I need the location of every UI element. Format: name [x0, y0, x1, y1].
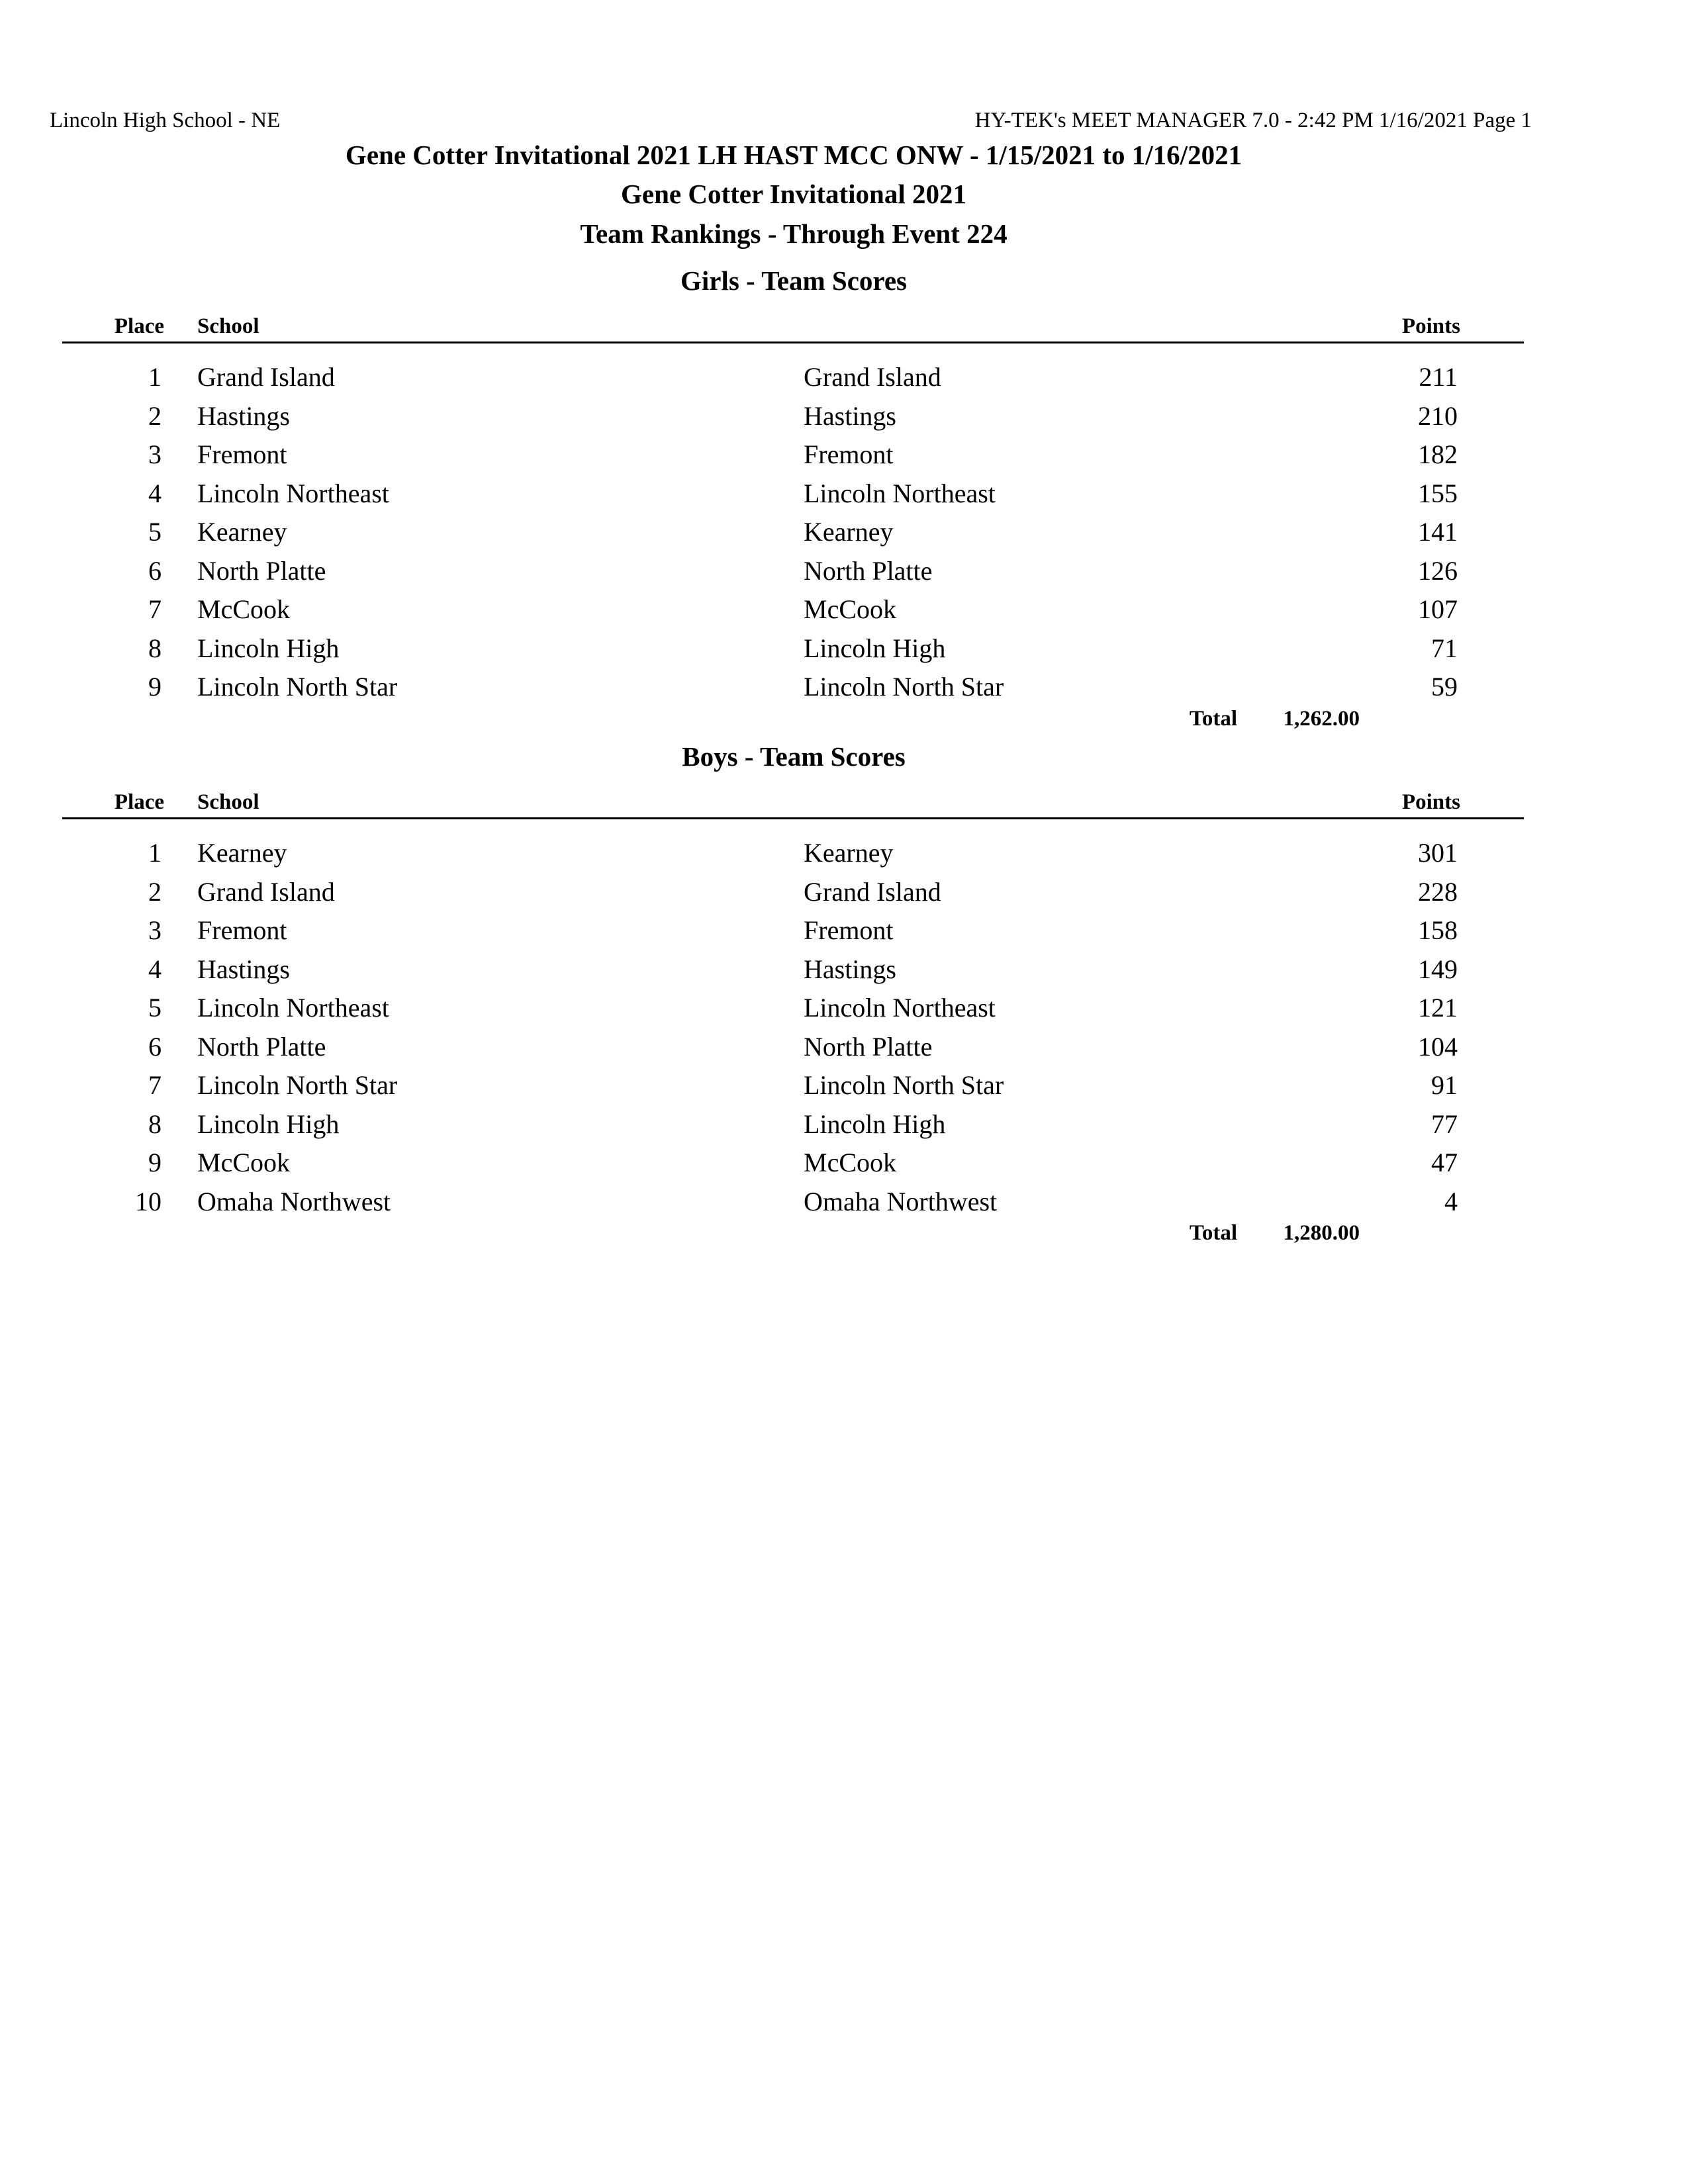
header-rule	[62, 817, 1524, 819]
row-place: 5	[148, 517, 162, 547]
row-place: 6	[148, 1031, 162, 1062]
row-team: Lincoln North Star	[804, 1070, 1004, 1100]
row-place: 3	[148, 915, 162, 945]
section-heading: Girls - Team Scores	[680, 265, 908, 296]
column-header-points: Points	[1401, 314, 1460, 338]
row-school: Lincoln High	[197, 1109, 340, 1139]
row-points: 158	[1418, 915, 1458, 945]
column-header-place: Place	[114, 790, 164, 814]
row-team: Hastings	[804, 400, 896, 431]
row-school: Lincoln Northeast	[197, 478, 389, 508]
row-team: Kearney	[804, 517, 894, 547]
total-label: Total	[1189, 706, 1237, 731]
row-place: 7	[148, 594, 162, 624]
row-school: Omaha Northwest	[197, 1186, 391, 1216]
column-header-school: School	[197, 790, 259, 814]
column-header-place: Place	[114, 314, 164, 338]
row-team: North Platte	[804, 555, 933, 586]
row-points: 149	[1418, 954, 1458, 984]
row-place: 4	[148, 478, 162, 508]
row-points: 47	[1431, 1148, 1458, 1177]
row-school: North Platte	[197, 1031, 326, 1062]
row-points: 59	[1431, 672, 1458, 702]
row-team: Lincoln North Star	[804, 672, 1004, 702]
row-school: North Platte	[197, 555, 326, 586]
row-points: 104	[1418, 1031, 1458, 1062]
row-school: Hastings	[197, 954, 290, 984]
row-points: 121	[1418, 993, 1458, 1023]
row-points: 228	[1418, 876, 1458, 907]
row-school: Grand Island	[197, 876, 335, 907]
row-points: 210	[1418, 400, 1458, 431]
row-team: Grand Island	[804, 362, 941, 392]
row-points: 211	[1419, 362, 1458, 392]
row-points: 71	[1431, 633, 1458, 663]
row-place: 9	[148, 1148, 162, 1177]
row-place: 8	[148, 1109, 162, 1139]
row-school: Fremont	[197, 439, 287, 469]
row-place: 2	[148, 400, 162, 431]
row-points: 182	[1418, 439, 1458, 469]
row-place: 1	[148, 838, 162, 868]
row-team: McCook	[804, 594, 896, 624]
row-place: 3	[148, 439, 162, 469]
row-points: 77	[1431, 1109, 1458, 1139]
header-left: Lincoln High School - NE	[50, 109, 281, 132]
row-place: 5	[148, 993, 162, 1023]
row-place: 9	[148, 672, 162, 702]
total-label: Total	[1189, 1221, 1237, 1245]
total-value: 1,262.00	[1283, 706, 1360, 731]
meet-title: Gene Cotter Invitational 2021 LH HAST MC…	[345, 140, 1243, 170]
row-school: McCook	[197, 594, 290, 624]
row-place: 1	[148, 362, 162, 392]
row-place: 6	[148, 555, 162, 586]
row-school: Lincoln Northeast	[197, 993, 389, 1023]
header-rule	[62, 341, 1524, 343]
row-school: Lincoln North Star	[197, 672, 398, 702]
row-school: Hastings	[197, 400, 290, 431]
row-place: 8	[148, 633, 162, 663]
row-team: Kearney	[804, 838, 894, 868]
row-place: 10	[135, 1186, 162, 1216]
row-school: Grand Island	[197, 362, 335, 392]
row-school: Kearney	[197, 838, 287, 868]
row-points: 126	[1418, 555, 1458, 586]
row-school: Fremont	[197, 915, 287, 945]
row-team: Lincoln High	[804, 633, 946, 663]
row-points: 4	[1444, 1186, 1458, 1216]
row-team: Lincoln Northeast	[804, 478, 996, 508]
row-team: McCook	[804, 1148, 896, 1177]
row-team: North Platte	[804, 1031, 933, 1062]
report-title: Team Rankings - Through Event 224	[580, 218, 1008, 249]
row-team: Lincoln High	[804, 1109, 946, 1139]
row-place: 7	[148, 1070, 162, 1100]
row-team: Hastings	[804, 954, 896, 984]
section-heading: Boys - Team Scores	[682, 741, 906, 772]
row-team: Lincoln Northeast	[804, 993, 996, 1023]
row-team: Grand Island	[804, 876, 941, 907]
row-points: 301	[1418, 838, 1458, 868]
row-school: McCook	[197, 1148, 290, 1177]
row-school: Lincoln High	[197, 633, 340, 663]
meet-subtitle: Gene Cotter Invitational 2021	[621, 179, 966, 209]
row-team: Omaha Northwest	[804, 1186, 998, 1216]
row-team: Fremont	[804, 915, 894, 945]
row-team: Fremont	[804, 439, 894, 469]
row-points: 141	[1418, 517, 1458, 547]
row-place: 4	[148, 954, 162, 984]
column-header-points: Points	[1401, 790, 1460, 814]
row-school: Lincoln North Star	[197, 1070, 398, 1100]
header-right: HY-TEK's MEET MANAGER 7.0 - 2:42 PM 1/16…	[974, 109, 1532, 132]
row-points: 155	[1418, 478, 1458, 508]
row-place: 2	[148, 876, 162, 907]
column-header-school: School	[197, 314, 259, 338]
row-school: Kearney	[197, 517, 287, 547]
row-points: 107	[1418, 594, 1458, 624]
row-points: 91	[1431, 1070, 1458, 1100]
total-value: 1,280.00	[1283, 1221, 1360, 1245]
